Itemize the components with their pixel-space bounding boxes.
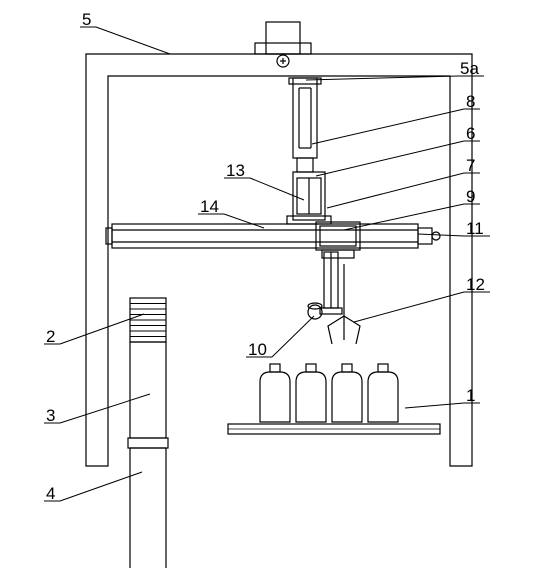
svg-text:1: 1 <box>466 386 475 405</box>
svg-text:14: 14 <box>200 197 219 216</box>
svg-text:6: 6 <box>466 124 475 143</box>
svg-text:8: 8 <box>466 92 475 111</box>
technical-drawing-svg: 123455a67891011121314 <box>0 0 559 571</box>
diagram-container: 123455a67891011121314 <box>0 0 559 571</box>
svg-text:10: 10 <box>248 340 267 359</box>
svg-text:9: 9 <box>466 187 475 206</box>
svg-text:13: 13 <box>226 161 245 180</box>
svg-text:7: 7 <box>466 156 475 175</box>
svg-text:3: 3 <box>46 406 55 425</box>
svg-text:12: 12 <box>466 275 485 294</box>
svg-text:5: 5 <box>82 10 91 29</box>
svg-text:11: 11 <box>466 219 484 238</box>
svg-text:4: 4 <box>46 484 55 503</box>
svg-text:5a: 5a <box>460 59 479 78</box>
svg-text:2: 2 <box>46 327 55 346</box>
